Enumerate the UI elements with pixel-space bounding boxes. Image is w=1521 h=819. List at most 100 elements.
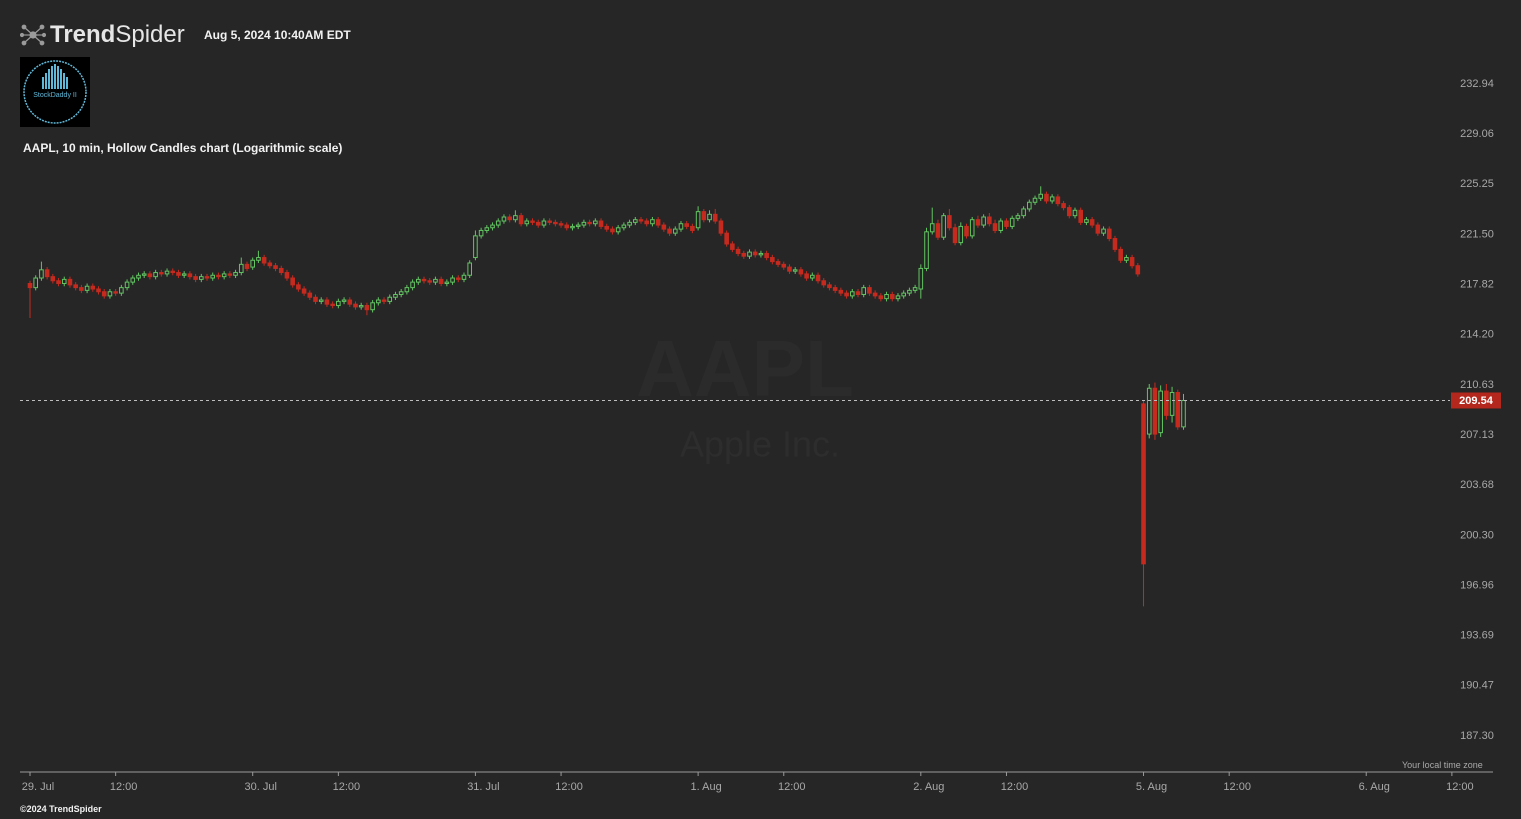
candle-body bbox=[1146, 387, 1152, 435]
candle-body bbox=[1118, 248, 1123, 261]
candle-body bbox=[296, 284, 301, 290]
x-tick-label: 31. Jul bbox=[467, 781, 499, 793]
candle-body bbox=[1141, 403, 1146, 565]
candle-body bbox=[79, 287, 84, 291]
candle-body bbox=[358, 305, 364, 308]
candle-body bbox=[672, 228, 678, 234]
candle-body bbox=[1164, 390, 1169, 416]
candle-body bbox=[632, 219, 638, 223]
candle-body bbox=[747, 251, 752, 257]
candle-body bbox=[278, 267, 284, 274]
candle-body bbox=[535, 221, 541, 226]
candle-body bbox=[1135, 265, 1141, 275]
candle-body bbox=[741, 252, 747, 257]
candle-body bbox=[233, 272, 238, 276]
candle-body bbox=[450, 277, 455, 283]
candle-body bbox=[644, 220, 650, 225]
candle-body bbox=[61, 278, 67, 285]
candle-body bbox=[604, 225, 610, 230]
candle-body bbox=[318, 299, 324, 302]
candle-body bbox=[838, 289, 844, 294]
candle-body bbox=[1175, 392, 1181, 428]
candle-body bbox=[1049, 196, 1055, 202]
candle-body bbox=[181, 273, 187, 276]
brand-icon bbox=[20, 24, 46, 46]
candle-body bbox=[1158, 390, 1163, 434]
candle-body bbox=[273, 265, 278, 269]
candle-body bbox=[627, 221, 632, 226]
candle-body bbox=[1078, 209, 1084, 223]
candle-body bbox=[107, 291, 113, 297]
y-tick-label: 190.47 bbox=[1460, 680, 1494, 692]
candle-body bbox=[84, 285, 90, 291]
candle-body bbox=[821, 280, 827, 286]
candle-body bbox=[170, 270, 176, 274]
candle-body bbox=[1089, 219, 1095, 226]
candle-body bbox=[1004, 220, 1009, 227]
candle-body bbox=[724, 232, 729, 245]
last-price-box bbox=[1451, 392, 1501, 409]
brand[interactable]: Trend Spider bbox=[20, 20, 185, 50]
candle-body bbox=[912, 287, 918, 291]
x-tick-label: 12:00 bbox=[778, 781, 806, 793]
candle-body bbox=[250, 259, 255, 268]
candle-body bbox=[1066, 207, 1072, 217]
candle-body bbox=[438, 278, 444, 285]
candle-body bbox=[530, 220, 535, 223]
x-tick-label: 1. Aug bbox=[691, 781, 722, 793]
timezone-note: Your local time zone bbox=[1402, 760, 1483, 770]
candle-body bbox=[73, 284, 78, 289]
candle-body bbox=[141, 273, 147, 276]
candle-body bbox=[347, 299, 353, 305]
candle-body bbox=[244, 263, 250, 269]
candle-body bbox=[221, 273, 227, 278]
candle-body bbox=[610, 228, 615, 233]
candle-body bbox=[159, 272, 164, 275]
candle-body bbox=[884, 294, 889, 300]
chart: AAPL Apple Inc. 232.94 229.06 225.25 221.50… bbox=[20, 78, 1501, 793]
candle-body bbox=[810, 274, 815, 279]
candle-body bbox=[284, 272, 290, 279]
y-tick-label: 217.82 bbox=[1460, 279, 1494, 291]
candle-body bbox=[593, 220, 598, 225]
candle-body bbox=[1044, 193, 1049, 202]
candle-body bbox=[941, 215, 946, 238]
x-tick-label: 2. Aug bbox=[913, 781, 944, 793]
candle-body bbox=[655, 219, 661, 226]
candle-body bbox=[290, 277, 295, 286]
candle-body bbox=[849, 291, 855, 297]
candle-body bbox=[684, 223, 689, 227]
candle-body bbox=[895, 295, 901, 300]
candle-body bbox=[199, 276, 204, 280]
candle-body bbox=[130, 277, 136, 283]
candle-body bbox=[998, 220, 1004, 231]
candle-body bbox=[364, 305, 370, 311]
candle-body bbox=[981, 216, 986, 226]
y-tick-label: 210.63 bbox=[1460, 379, 1494, 391]
candle-body bbox=[775, 261, 781, 265]
candle-body bbox=[313, 296, 318, 302]
y-tick-label: 229.06 bbox=[1460, 128, 1494, 140]
candle-body bbox=[1181, 399, 1186, 428]
candle-body bbox=[501, 216, 507, 222]
candle-body bbox=[341, 299, 347, 302]
y-tick-label: 207.13 bbox=[1460, 429, 1494, 441]
candle-body bbox=[119, 287, 124, 294]
candle-body bbox=[524, 220, 530, 225]
candle-body bbox=[267, 262, 273, 267]
candle-body bbox=[164, 270, 170, 275]
candle-body bbox=[210, 274, 216, 279]
candle-body bbox=[353, 303, 358, 308]
candle-body bbox=[1101, 228, 1106, 234]
y-tick-label: 200.30 bbox=[1460, 529, 1494, 541]
candle-body bbox=[153, 272, 158, 278]
candle-body bbox=[1032, 197, 1038, 203]
candle-body bbox=[27, 283, 33, 289]
y-tick-label: 221.50 bbox=[1460, 228, 1494, 240]
candle-body bbox=[336, 300, 341, 307]
candle-body bbox=[832, 287, 838, 291]
candle-body bbox=[44, 269, 50, 278]
x-tick-label: 6. Aug bbox=[1359, 781, 1390, 793]
brand-bold: Trend bbox=[50, 21, 116, 48]
candle-body bbox=[587, 221, 592, 225]
